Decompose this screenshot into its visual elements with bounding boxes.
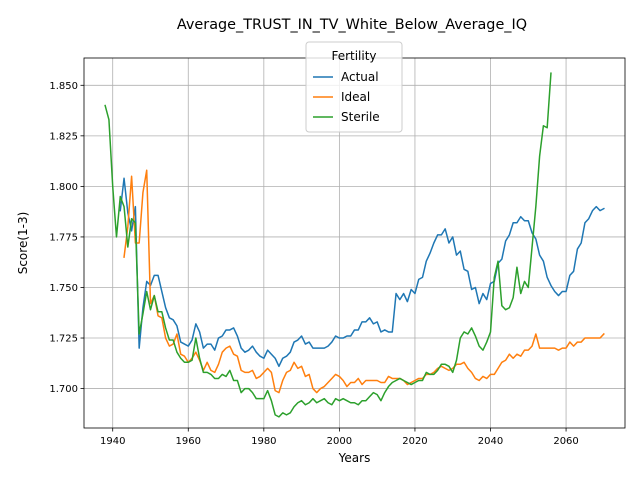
x-tick-label: 2000 [327, 436, 352, 447]
x-tick-label: 1940 [100, 436, 125, 447]
legend-label-ideal: Ideal [341, 90, 370, 104]
y-tick-label: 1.850 [49, 81, 78, 92]
legend-items: Actual Ideal Sterile [313, 70, 380, 124]
x-tick-label: 2040 [478, 436, 503, 447]
series-lines [104, 72, 605, 418]
series-line-ideal [123, 169, 605, 394]
y-tick-label: 1.800 [49, 182, 78, 193]
y-tick-label: 1.775 [49, 232, 78, 243]
legend-label-actual: Actual [341, 70, 379, 84]
legend: Fertility Actual Ideal Sterile [305, 41, 403, 133]
chart-title: Average_TRUST_IN_TV_White_Below_Average_… [177, 17, 527, 33]
y-tick-label: 1.700 [49, 384, 78, 395]
y-tick-label: 1.725 [49, 334, 78, 345]
y-axis-label: Score(1-3) [16, 212, 30, 275]
x-axis-label: Years [338, 451, 371, 465]
x-tick-label: 2020 [402, 436, 427, 447]
series-line-sterile [104, 72, 552, 418]
y-tick-label: 1.750 [49, 283, 78, 294]
legend-label-sterile: Sterile [341, 110, 380, 124]
legend-title: Fertility [331, 49, 376, 63]
axis-ticks: 1940 1960 1980 2000 2020 2040 2060 1.700 1.725 1.… [49, 81, 578, 447]
x-tick-label: 2060 [553, 436, 578, 447]
series-line-actual [119, 177, 605, 368]
x-tick-label: 1960 [176, 436, 201, 447]
y-tick-label: 1.825 [49, 131, 78, 142]
legend-box [305, 41, 403, 133]
x-tick-label: 1980 [251, 436, 276, 447]
